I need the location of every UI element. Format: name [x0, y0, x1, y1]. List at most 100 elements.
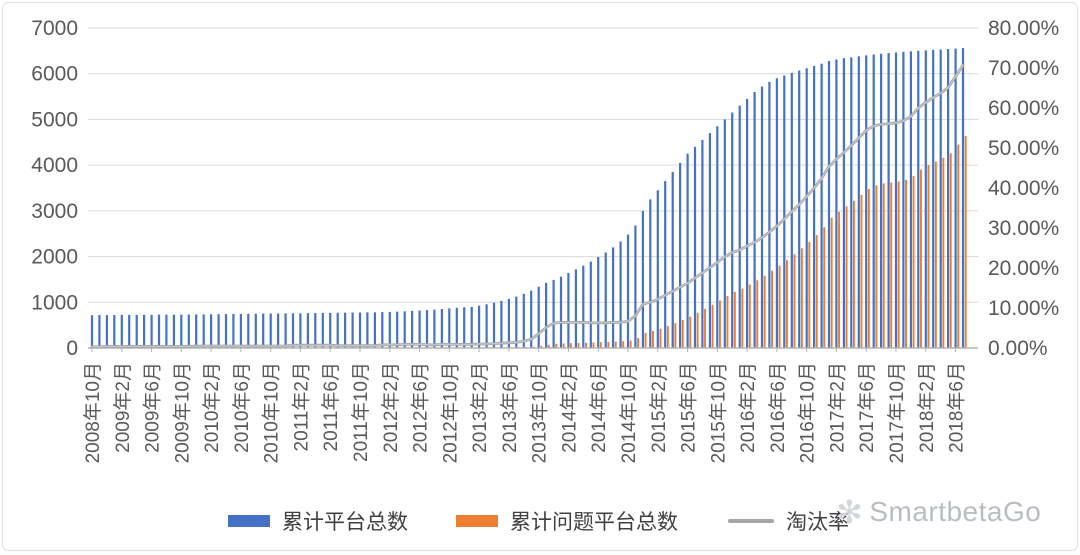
- bar-total: [299, 313, 302, 348]
- x-axis-label: 2017年6月: [856, 362, 878, 453]
- bar-total: [649, 199, 652, 348]
- bar-total: [500, 300, 503, 348]
- bar-total: [597, 257, 600, 348]
- snowflake-logo-icon: ✻: [836, 494, 864, 530]
- bar-total: [835, 59, 838, 348]
- bar-total: [485, 304, 488, 348]
- bar-total: [634, 225, 637, 348]
- bar-total: [619, 241, 622, 348]
- bar-total: [381, 312, 384, 348]
- bar-problem: [957, 144, 960, 348]
- right-axis-tick: 40.00%: [988, 177, 1059, 200]
- bar-problem: [949, 153, 952, 348]
- bar-total: [172, 314, 175, 348]
- bar-problem: [778, 265, 781, 348]
- bar-total: [559, 276, 563, 348]
- bar-total: [589, 261, 592, 348]
- bar-problem: [882, 183, 885, 348]
- bar-problem: [726, 295, 729, 348]
- bar-total: [530, 290, 533, 348]
- bar-problem: [815, 235, 818, 348]
- bar-total: [433, 309, 436, 348]
- x-axis-label: 2010年2月: [201, 362, 223, 453]
- bar-problem: [890, 182, 893, 348]
- bar-total: [195, 314, 198, 348]
- bar-total: [686, 153, 689, 348]
- bar-total: [396, 311, 399, 348]
- bar-total: [232, 314, 235, 348]
- bar-problem: [674, 323, 677, 348]
- left-axis-labels: 0 1000 2000 3000 4000 5000 6000 7000: [31, 17, 78, 360]
- bar-problem: [614, 341, 617, 348]
- bar-problem: [696, 312, 699, 348]
- bar-total: [366, 312, 369, 348]
- bar-problem: [897, 181, 900, 348]
- bar-total: [239, 313, 242, 348]
- bar-total: [425, 310, 429, 348]
- bar-total: [135, 314, 138, 348]
- right-axis-tick: 60.00%: [988, 97, 1059, 120]
- bar-total: [924, 50, 927, 349]
- bar-total: [455, 307, 458, 348]
- left-axis-tick: 6000: [31, 63, 78, 86]
- watermark: ✻ SmartbetaGo: [836, 496, 1041, 528]
- bar-total: [917, 50, 920, 349]
- bar-problem: [912, 176, 915, 348]
- x-axis-label: 2016年10月: [797, 362, 819, 463]
- elimination-rate-line-highlight: [92, 64, 964, 348]
- legend-label: 累计平台总数: [282, 511, 408, 534]
- left-axis-tick: 4000: [31, 154, 78, 177]
- bar-problem: [585, 342, 587, 348]
- bar-total: [165, 314, 168, 348]
- bar-total: [961, 48, 965, 348]
- bar-problem: [733, 291, 736, 348]
- bar-problem: [570, 343, 572, 348]
- x-axis-label: 2017年2月: [826, 362, 848, 453]
- bar-total: [150, 314, 153, 348]
- bar-total: [202, 314, 205, 348]
- bar-total: [440, 309, 443, 348]
- bar-total: [329, 312, 332, 348]
- x-axis-label: 2011年6月: [320, 362, 342, 451]
- bar-total: [492, 302, 496, 348]
- bar-problem: [838, 211, 840, 348]
- bar-total: [411, 310, 414, 348]
- x-axis-label: 2015年10月: [707, 362, 729, 463]
- bar-total: [939, 49, 942, 348]
- bar-total: [604, 252, 607, 348]
- bar-total: [708, 133, 711, 348]
- bar-total: [746, 98, 749, 349]
- x-axis-label: 2008年10月: [82, 362, 104, 463]
- bar-problem: [830, 217, 833, 348]
- bar-total: [105, 315, 108, 348]
- x-axis-labels: 2008年10月 2009年2月 2009年6月 2009年10月 2010年2月 201…: [82, 362, 968, 463]
- bar-total: [262, 313, 265, 348]
- bar-problem: [793, 254, 796, 348]
- bar-total: [113, 315, 116, 348]
- bar-total: [567, 273, 570, 348]
- x-axis-label: 2016年6月: [767, 362, 789, 453]
- x-axis-label: 2012年2月: [380, 362, 402, 453]
- bar-total: [872, 54, 875, 348]
- bar-problem: [800, 248, 803, 348]
- x-axis-label: 2014年2月: [558, 362, 580, 453]
- right-axis-tick: 20.00%: [988, 257, 1059, 280]
- bar-total: [448, 308, 451, 348]
- x-axis-label: 2016年2月: [737, 362, 759, 453]
- bar-total: [515, 296, 518, 348]
- bar-total: [738, 105, 741, 348]
- bar-problem: [875, 185, 878, 348]
- bar-total: [545, 282, 548, 348]
- bar-total: [902, 51, 905, 349]
- x-axis-label: 2014年10月: [618, 362, 640, 463]
- bar-problem: [540, 345, 543, 348]
- bar-total: [574, 269, 577, 348]
- bar-problem: [867, 188, 870, 348]
- x-axis-label: 2011年2月: [290, 362, 312, 451]
- bar-problem: [808, 241, 811, 348]
- bar-total: [664, 181, 667, 348]
- bar-problem: [666, 326, 669, 348]
- right-axis-tick: 0.00%: [988, 337, 1048, 360]
- bar-total: [373, 312, 376, 348]
- bar-total: [321, 313, 324, 348]
